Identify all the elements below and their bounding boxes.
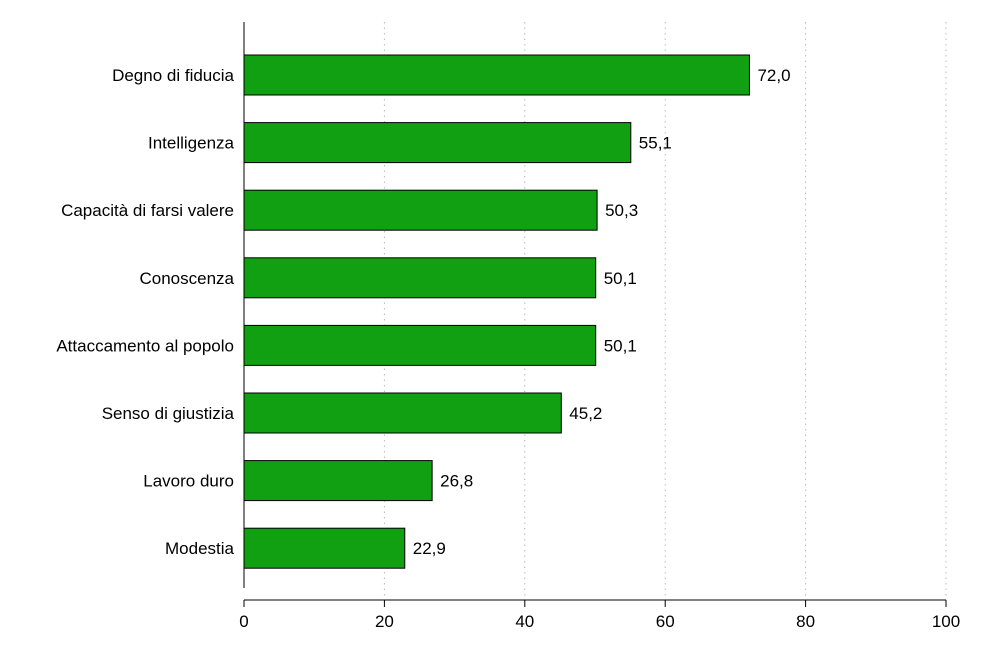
- bar-6: [243, 460, 433, 502]
- grid-lines: [383, 22, 947, 600]
- bar-7: [243, 527, 406, 569]
- x-tick-label: 80: [796, 612, 815, 631]
- category-label: Modestia: [165, 539, 235, 558]
- x-tick-label: 40: [515, 612, 534, 631]
- category-label: Lavoro duro: [143, 472, 234, 491]
- category-label: Conoscenza: [139, 269, 234, 288]
- value-label: 50,1: [604, 336, 637, 355]
- bar-0: [243, 54, 750, 96]
- value-label: 55,1: [639, 134, 672, 153]
- category-label: Senso di giustizia: [102, 404, 235, 423]
- x-tick-label: 0: [239, 612, 248, 631]
- labels: Degno di fiducia 72,0 Intelligenza 55,1 Capa…: [56, 66, 960, 631]
- x-tick-label: 100: [932, 612, 960, 631]
- category-label: Capacità di farsi valere: [61, 201, 234, 220]
- category-label: Attaccamento al popolo: [56, 336, 234, 355]
- bar-1: [243, 122, 632, 164]
- value-label: 50,3: [605, 201, 638, 220]
- bar-4: [243, 324, 597, 366]
- x-tick-label: 60: [656, 612, 675, 631]
- bars: [243, 54, 750, 569]
- bar-3: [243, 257, 597, 299]
- category-label: Degno di fiducia: [112, 66, 234, 85]
- value-label: 45,2: [569, 404, 602, 423]
- value-label: 26,8: [440, 472, 473, 491]
- axes: [243, 22, 947, 607]
- bar-5: [243, 392, 562, 434]
- value-label: 22,9: [413, 539, 446, 558]
- value-label: 50,1: [604, 269, 637, 288]
- bar-2: [243, 189, 598, 231]
- category-label: Intelligenza: [148, 134, 235, 153]
- value-label: 72,0: [757, 66, 790, 85]
- x-tick-label: 20: [375, 612, 394, 631]
